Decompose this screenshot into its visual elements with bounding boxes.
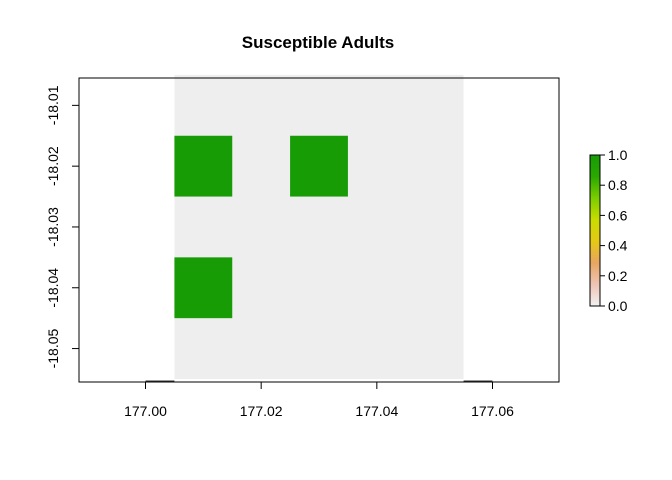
raster-background	[174, 74, 464, 379]
legend-colorbar	[589, 154, 601, 307]
y-tick-label: -18.05	[45, 329, 61, 369]
x-tick-label: 177.06	[471, 403, 514, 419]
x-tick-label: 177.02	[240, 403, 283, 419]
y-axis: -18.01 -18.02 -18.03 -18.04 -18.05	[45, 85, 80, 369]
x-tick-label: 177.00	[124, 403, 167, 419]
color-legend: 0.0 0.2 0.4 0.6 0.8 1.0	[589, 147, 628, 314]
raster-cell	[174, 135, 233, 197]
x-axis: 177.00 177.02 177.04 177.06	[124, 381, 514, 419]
chart-title: Susceptible Adults	[242, 33, 394, 52]
raster-cell	[290, 135, 348, 197]
legend-tick-label: 0.2	[608, 268, 628, 284]
legend-tick-label: 1.0	[608, 147, 628, 163]
legend-tick-label: 0.6	[608, 207, 628, 223]
x-tick-label: 177.04	[355, 403, 398, 419]
y-tick-label: -18.01	[45, 85, 61, 125]
legend-tick-label: 0.8	[608, 177, 628, 193]
y-tick-label: -18.04	[45, 268, 61, 308]
legend-tick-label: 0.4	[608, 238, 628, 254]
y-tick-label: -18.03	[45, 207, 61, 247]
y-tick-label: -18.02	[45, 146, 61, 186]
raster-cell	[174, 257, 233, 319]
raster-layer	[145, 74, 493, 382]
legend-tick-label: 0.0	[608, 298, 628, 314]
